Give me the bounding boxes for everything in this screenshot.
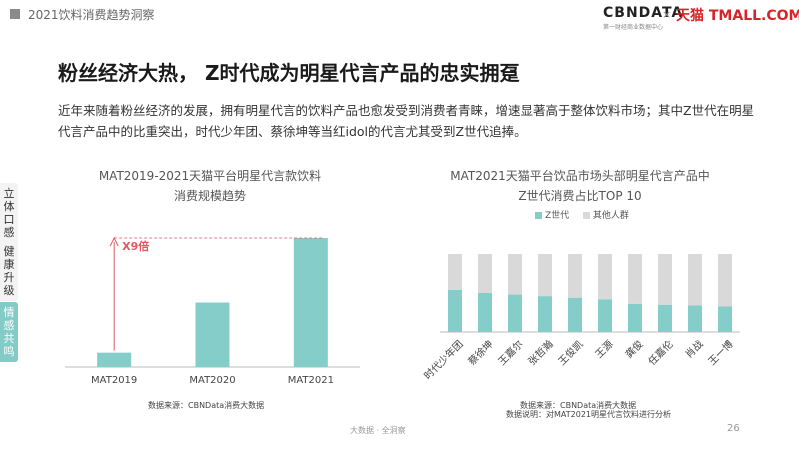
chart2-tick-label: 任嘉伦	[645, 337, 675, 367]
chart2-tick-label: 肖战	[682, 337, 705, 360]
brand-separator: ×	[662, 8, 672, 21]
chart2-bar-other	[568, 254, 582, 298]
chart1-bar	[97, 352, 132, 367]
brand-cbndata-logo: CBNDATA	[603, 5, 684, 21]
chart2-bar-z	[478, 293, 492, 332]
brand-cbndata-subtitle: 第一财经商业数据中心	[603, 24, 664, 31]
legend-label-z: Z世代	[545, 211, 570, 221]
chart1-bar	[293, 238, 328, 367]
chart2-tick-label: 王俊凯	[555, 337, 585, 367]
chart2-tick-label: 王源	[592, 337, 615, 360]
chart2-bar-other	[598, 254, 612, 300]
chart2-bar-other	[478, 254, 492, 293]
chart2-tick-label: 时代少年团	[421, 337, 466, 382]
chart2-bar-other	[508, 254, 522, 295]
chart2-bar-other	[658, 254, 672, 305]
chart2-bar-z	[538, 296, 552, 332]
chart2-title-line2: Z世代消费占比TOP 10	[518, 189, 642, 203]
footer-text: 大数据 · 全洞察	[350, 426, 406, 435]
chart1-tick-label: MAT2020	[189, 375, 235, 386]
side-tab-label: 健康升级	[3, 245, 15, 297]
header-square-icon	[10, 9, 20, 19]
page-number: 26	[727, 423, 740, 434]
chart2-bar-z	[508, 294, 522, 332]
side-tab-health[interactable]: 健康升级	[0, 241, 18, 301]
chart1-annotation: X9倍	[122, 239, 149, 253]
chart2-bar-z	[568, 297, 582, 332]
side-tab-label: 情感共鸣	[3, 306, 15, 358]
legend-swatch-z	[535, 212, 542, 219]
chart2-bar-z	[718, 306, 732, 332]
chart2-tick-label: 龚俊	[622, 337, 645, 360]
chart2-bar-other	[688, 254, 702, 306]
chart2-bar-other	[718, 254, 732, 307]
chart1-arrow-head	[109, 236, 119, 247]
page-description: 近年来随着粉丝经济的发展，拥有明星代言的饮料产品也愈发受到消费者青睐，增速显著高…	[58, 103, 755, 139]
chart2-title-line1: MAT2021天猫平台饮品市场头部明星代言产品中	[450, 169, 710, 183]
chart2-bar-z	[448, 289, 462, 332]
side-tab-label: 立体口感	[3, 187, 15, 239]
chart1-tick-label: MAT2021	[288, 375, 334, 386]
chart2-bar-other	[628, 254, 642, 304]
chart1-title: MAT2019-2021天猫平台明星代言款饮料 消费规模趋势	[60, 166, 360, 206]
chart2-tick-label: 王一博	[705, 337, 735, 367]
side-tab-texture[interactable]: 立体口感	[0, 183, 18, 243]
chart2-note: 数据说明：对MAT2021明星代言饮料进行分析	[506, 410, 671, 419]
chart2-legend: Z世代 其他人群	[535, 208, 629, 221]
chart2-plot: 时代少年团 蔡徐坤 王嘉尔 张哲瀚 王俊凯 王源 龚俊 任嘉伦 肖战 王一博	[421, 254, 740, 382]
chart1-plot: MAT2019 MAT2020 MAT2021 X9倍	[65, 236, 360, 386]
chart2-bar-other	[448, 254, 462, 290]
chart1-bar	[195, 302, 230, 367]
legend-label-other: 其他人群	[592, 211, 629, 221]
chart2-title: MAT2021天猫平台饮品市场头部明星代言产品中 Z世代消费占比TOP 10	[420, 166, 740, 206]
brand-tmall-logo: 天猫 TMALL.COM	[676, 8, 799, 24]
legend-swatch-other	[582, 212, 590, 219]
chart2-tick-label: 张哲瀚	[525, 337, 555, 367]
chart2-source: 数据来源：CBNData消费大数据	[520, 401, 637, 410]
chart2-bar-z	[658, 304, 672, 332]
side-tab-emotion[interactable]: 情感共鸣	[0, 302, 18, 362]
chart2-bar-z	[628, 303, 642, 332]
chart2-bar-z	[688, 305, 702, 332]
chart2-bar-z	[598, 299, 612, 332]
section-title: 2021饮料消费趋势洞察	[28, 8, 155, 22]
chart2-tick-label: 王嘉尔	[495, 337, 525, 367]
page-title: 粉丝经济大热， Z时代成为明星代言产品的忠实拥趸	[58, 61, 520, 85]
chart2-bar-other	[538, 254, 552, 297]
chart1-source: 数据来源：CBNData消费大数据	[148, 401, 265, 410]
chart2-tick-label: 蔡徐坤	[465, 337, 495, 367]
chart1-title-line2: 消费规模趋势	[173, 189, 246, 203]
chart1-tick-label: MAT2019	[91, 375, 137, 386]
chart1-title-line1: MAT2019-2021天猫平台明星代言款饮料	[98, 169, 322, 183]
